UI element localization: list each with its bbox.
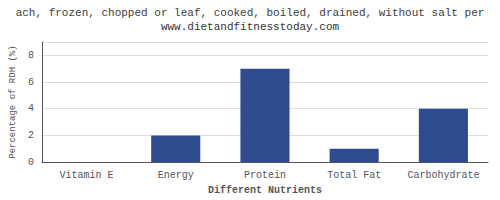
svg-text:Carbohydrate: Carbohydrate xyxy=(407,170,479,181)
svg-text:www.dietandfitnesstoday.com: www.dietandfitnesstoday.com xyxy=(161,21,340,33)
svg-text:8: 8 xyxy=(28,50,34,61)
svg-text:Vitamin E: Vitamin E xyxy=(60,170,114,181)
svg-text:ach, frozen, chopped or leaf,: ach, frozen, chopped or leaf, cooked, bo… xyxy=(16,7,485,19)
svg-text:0: 0 xyxy=(28,157,34,168)
svg-text:4: 4 xyxy=(28,103,34,114)
svg-text:Percentage of RDH (%): Percentage of RDH (%) xyxy=(8,45,18,158)
svg-text:Protein: Protein xyxy=(244,170,286,181)
svg-text:2: 2 xyxy=(28,130,34,141)
svg-text:6: 6 xyxy=(28,77,34,88)
svg-text:Total Fat: Total Fat xyxy=(327,170,381,181)
svg-text:Energy: Energy xyxy=(158,170,194,181)
svg-text:Different Nutrients: Different Nutrients xyxy=(208,185,322,196)
